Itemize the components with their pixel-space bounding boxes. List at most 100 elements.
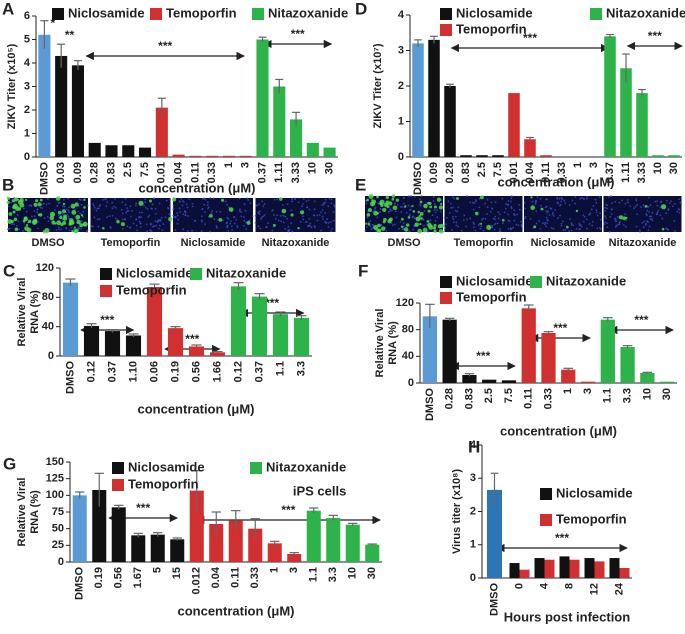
nucleus xyxy=(37,221,39,223)
legend-label: Nitazoxanide xyxy=(268,5,348,20)
x-tick-label: 1 xyxy=(269,567,281,573)
x-tick-label: 1.67 xyxy=(132,567,144,588)
nucleus xyxy=(172,208,175,211)
nucleus xyxy=(282,221,285,224)
nucleus xyxy=(201,219,203,222)
bar xyxy=(209,524,224,562)
infected-cell xyxy=(73,229,78,234)
bar xyxy=(521,308,536,383)
nucleus xyxy=(364,199,367,202)
nucleus xyxy=(586,195,589,198)
nucleus xyxy=(209,197,212,199)
nucleus xyxy=(144,201,147,203)
nucleus xyxy=(474,229,477,232)
microscopy-image xyxy=(443,195,524,233)
nucleus xyxy=(455,224,458,227)
nucleus xyxy=(308,218,311,220)
nucleus xyxy=(433,196,435,198)
nucleus xyxy=(510,207,513,210)
nucleus xyxy=(333,203,335,206)
nucleus xyxy=(556,198,559,200)
nucleus xyxy=(657,210,660,212)
bar xyxy=(600,319,615,383)
nucleus xyxy=(327,205,330,208)
microscopy-image xyxy=(90,197,173,233)
nucleus xyxy=(291,200,294,203)
bar xyxy=(345,524,360,562)
microscopy-image xyxy=(603,195,683,233)
nucleus xyxy=(596,227,599,230)
nucleus xyxy=(586,227,588,230)
x-tick-label: 8 xyxy=(563,583,575,589)
significance-label: *** xyxy=(185,332,199,346)
nucleus xyxy=(42,202,45,205)
nucleus xyxy=(524,217,526,220)
nucleus xyxy=(408,214,411,217)
nucleus xyxy=(610,208,613,211)
image-label: Temoporfin xyxy=(454,237,514,249)
bar xyxy=(544,559,555,578)
nucleus xyxy=(423,209,426,212)
nucleus xyxy=(513,214,516,217)
infected-cell xyxy=(412,210,416,213)
nucleus xyxy=(569,218,571,220)
nucleus xyxy=(243,219,246,222)
nucleus xyxy=(261,200,264,203)
annotation: iPS cells xyxy=(293,483,346,498)
nucleus xyxy=(77,210,80,213)
nucleus xyxy=(402,202,405,205)
x-tick-label: 0.37 xyxy=(106,361,118,382)
infected-cell xyxy=(59,215,63,220)
infected-cell xyxy=(530,205,535,210)
nucleus xyxy=(604,215,606,218)
legend-label: Temoporfin xyxy=(166,5,237,20)
nucleus xyxy=(164,216,167,219)
nucleus xyxy=(498,213,501,216)
infected-cell xyxy=(272,223,276,227)
nucleus xyxy=(245,228,248,231)
nucleus xyxy=(262,215,265,218)
bar xyxy=(652,155,664,157)
nucleus xyxy=(151,203,154,206)
bar xyxy=(189,155,202,157)
bar xyxy=(323,147,336,157)
infected-cell xyxy=(386,205,390,209)
nucleus xyxy=(308,208,311,211)
nucleus xyxy=(595,211,598,214)
y-tick-label: 6 xyxy=(24,10,30,22)
nucleus xyxy=(260,217,262,220)
nucleus xyxy=(184,214,187,216)
nucleus xyxy=(643,220,646,223)
infected-cell xyxy=(404,205,407,208)
infected-cell xyxy=(168,216,173,222)
legend-swatch xyxy=(440,24,452,36)
nucleus xyxy=(539,197,542,200)
nucleus xyxy=(562,229,565,232)
nucleus xyxy=(564,229,567,231)
infected-cell xyxy=(438,229,444,234)
nucleus xyxy=(482,229,485,232)
nucleus xyxy=(179,211,182,213)
nucleus xyxy=(154,207,157,210)
nucleus xyxy=(402,222,405,225)
nucleus xyxy=(70,226,73,229)
nucleus xyxy=(472,208,475,211)
nucleus xyxy=(619,221,621,223)
y-tick-label: 75 xyxy=(52,506,64,518)
nucleus xyxy=(186,230,189,232)
bar xyxy=(559,556,570,578)
significance-label: *** xyxy=(648,29,662,43)
y-tick-label: 125 xyxy=(46,473,64,485)
legend-swatch xyxy=(250,462,262,474)
x-tick-label: 3.33 xyxy=(290,162,302,183)
nucleus xyxy=(215,210,218,213)
image-label: Temoporfin xyxy=(101,237,161,249)
nucleus xyxy=(642,226,645,229)
nucleus xyxy=(98,218,101,220)
nucleus xyxy=(551,213,554,216)
nucleus xyxy=(546,222,548,225)
nucleus xyxy=(574,202,576,205)
nucleus xyxy=(559,203,562,206)
infected-cell xyxy=(7,219,13,224)
bar xyxy=(594,561,605,578)
